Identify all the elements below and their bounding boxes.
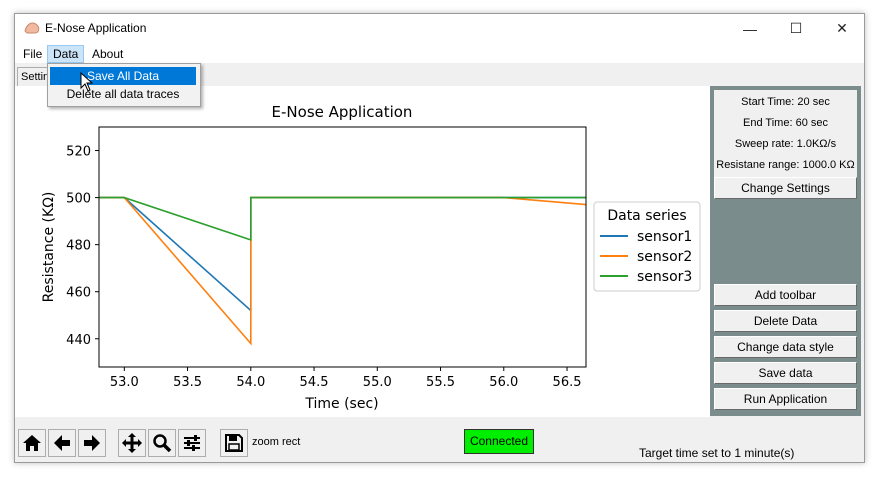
resistance-range-text: Resistane range: 1000.0 KΩ bbox=[716, 159, 855, 171]
x-tick-label: 55.0 bbox=[363, 375, 392, 390]
y-tick-label: 460 bbox=[66, 286, 91, 301]
series-line-sensor2 bbox=[99, 196, 587, 346]
x-tick-label: 54.5 bbox=[300, 375, 329, 390]
status-text: Target time set to 1 minute(s) bbox=[639, 446, 795, 460]
series-line-sensor1 bbox=[99, 196, 586, 313]
close-button[interactable]: ✕ bbox=[836, 20, 848, 36]
x-tick-label: 56.5 bbox=[553, 375, 582, 390]
change-data-style-button[interactable]: Change data style bbox=[714, 336, 857, 358]
settings-info-box: Start Time: 20 sec End Time: 60 sec Swee… bbox=[714, 90, 857, 199]
x-axis-label: Time (sec) bbox=[304, 396, 378, 412]
chart-series-group bbox=[99, 196, 587, 346]
legend-entries: sensor1 sensor2 sensor3 bbox=[600, 229, 692, 285]
y-tick-label: 480 bbox=[66, 239, 91, 254]
legend: Data series sensor1 sensor2 sensor3 bbox=[593, 201, 701, 292]
right-panel: Start Time: 20 sec End Time: 60 sec Swee… bbox=[710, 86, 861, 416]
y-axis-label: Resistance (KΩ) bbox=[41, 192, 57, 303]
configure-icon bbox=[184, 435, 200, 451]
configure-button[interactable] bbox=[178, 429, 206, 457]
connected-button[interactable]: Connected bbox=[464, 429, 534, 454]
line-chart[interactable]: 53.0 53.5 54.0 54.5 55.0 55.5 56.0 56.5 4404604… bbox=[15, 86, 710, 417]
back-arrow-icon bbox=[54, 435, 70, 451]
minimize-button[interactable]: — bbox=[743, 20, 757, 37]
sweep-rate-text: Sweep rate: 1.0KΩ/s bbox=[734, 138, 837, 150]
data-menu-dropdown: Save All Data Delete all data traces bbox=[47, 63, 201, 107]
legend-box bbox=[593, 201, 701, 292]
bottom-toolbar: zoom rect Connected Target time set to 1… bbox=[15, 417, 864, 462]
save-figure-button[interactable] bbox=[220, 429, 248, 457]
legend-label-sensor1: sensor1 bbox=[637, 229, 692, 245]
y-tick-label: 440 bbox=[66, 333, 91, 348]
add-toolbar-button[interactable]: Add toolbar bbox=[714, 284, 857, 306]
maximize-button[interactable]: ☐ bbox=[789, 20, 803, 36]
legend-title: Data series bbox=[607, 208, 686, 224]
x-axis-ticks: 53.0 53.5 54.0 54.5 55.0 55.5 56.0 56.5 bbox=[110, 367, 582, 390]
save-data-button[interactable]: Save data bbox=[714, 362, 857, 384]
x-tick-label: 54.0 bbox=[236, 375, 265, 390]
delete-data-button[interactable]: Delete Data bbox=[714, 310, 857, 332]
forward-arrow-icon bbox=[84, 435, 100, 451]
home-icon bbox=[23, 435, 41, 451]
legend-label-sensor2: sensor2 bbox=[637, 249, 692, 265]
start-time-text: Start Time: 20 sec bbox=[741, 96, 830, 108]
change-settings-button[interactable]: Change Settings bbox=[714, 177, 857, 199]
toolbar-mode-text: zoom rect bbox=[252, 436, 301, 448]
x-tick-label: 53.5 bbox=[173, 375, 202, 390]
menu-about[interactable]: About bbox=[92, 47, 124, 61]
delete-all-traces-item[interactable]: Delete all data traces bbox=[66, 87, 180, 101]
forward-button[interactable] bbox=[78, 429, 106, 457]
home-button[interactable] bbox=[18, 429, 46, 457]
window-title: E-Nose Application bbox=[45, 21, 147, 35]
chart-title: E-Nose Application bbox=[272, 103, 413, 121]
mouse-cursor-icon bbox=[80, 72, 94, 92]
series-line-sensor3 bbox=[99, 196, 586, 242]
run-application-button[interactable]: Run Application bbox=[714, 388, 857, 410]
plot-area: 53.0 53.5 54.0 54.5 55.0 55.5 56.0 56.5 440 460 4… bbox=[15, 86, 710, 417]
save-icon bbox=[225, 434, 243, 452]
menu-bar: File Data About bbox=[15, 43, 864, 63]
x-tick-label: 56.0 bbox=[489, 375, 518, 390]
y-tick-label: 520 bbox=[66, 145, 91, 160]
pan-icon bbox=[122, 433, 142, 453]
save-all-data-item[interactable]: Save All Data bbox=[50, 67, 196, 85]
app-window: E-Nose Application — ☐ ✕ File Data About… bbox=[14, 13, 865, 463]
menu-data[interactable]: Data bbox=[47, 45, 85, 63]
y-axis-ticks: 440 460 480 500 520 bbox=[66, 145, 99, 348]
legend-label-sensor3: sensor3 bbox=[637, 269, 692, 285]
zoom-button[interactable] bbox=[148, 429, 176, 457]
x-tick-label: 55.5 bbox=[426, 375, 455, 390]
zoom-icon bbox=[153, 434, 172, 453]
title-bar: E-Nose Application — ☐ ✕ bbox=[15, 14, 864, 43]
back-button[interactable] bbox=[48, 429, 76, 457]
end-time-text: End Time: 60 sec bbox=[743, 117, 828, 129]
plot-frame bbox=[98, 126, 587, 368]
pan-button[interactable] bbox=[118, 429, 146, 457]
x-tick-label: 53.0 bbox=[110, 375, 139, 390]
y-tick-label: 500 bbox=[66, 192, 91, 207]
app-nose-icon bbox=[24, 22, 40, 34]
menu-file[interactable]: File bbox=[23, 47, 43, 61]
